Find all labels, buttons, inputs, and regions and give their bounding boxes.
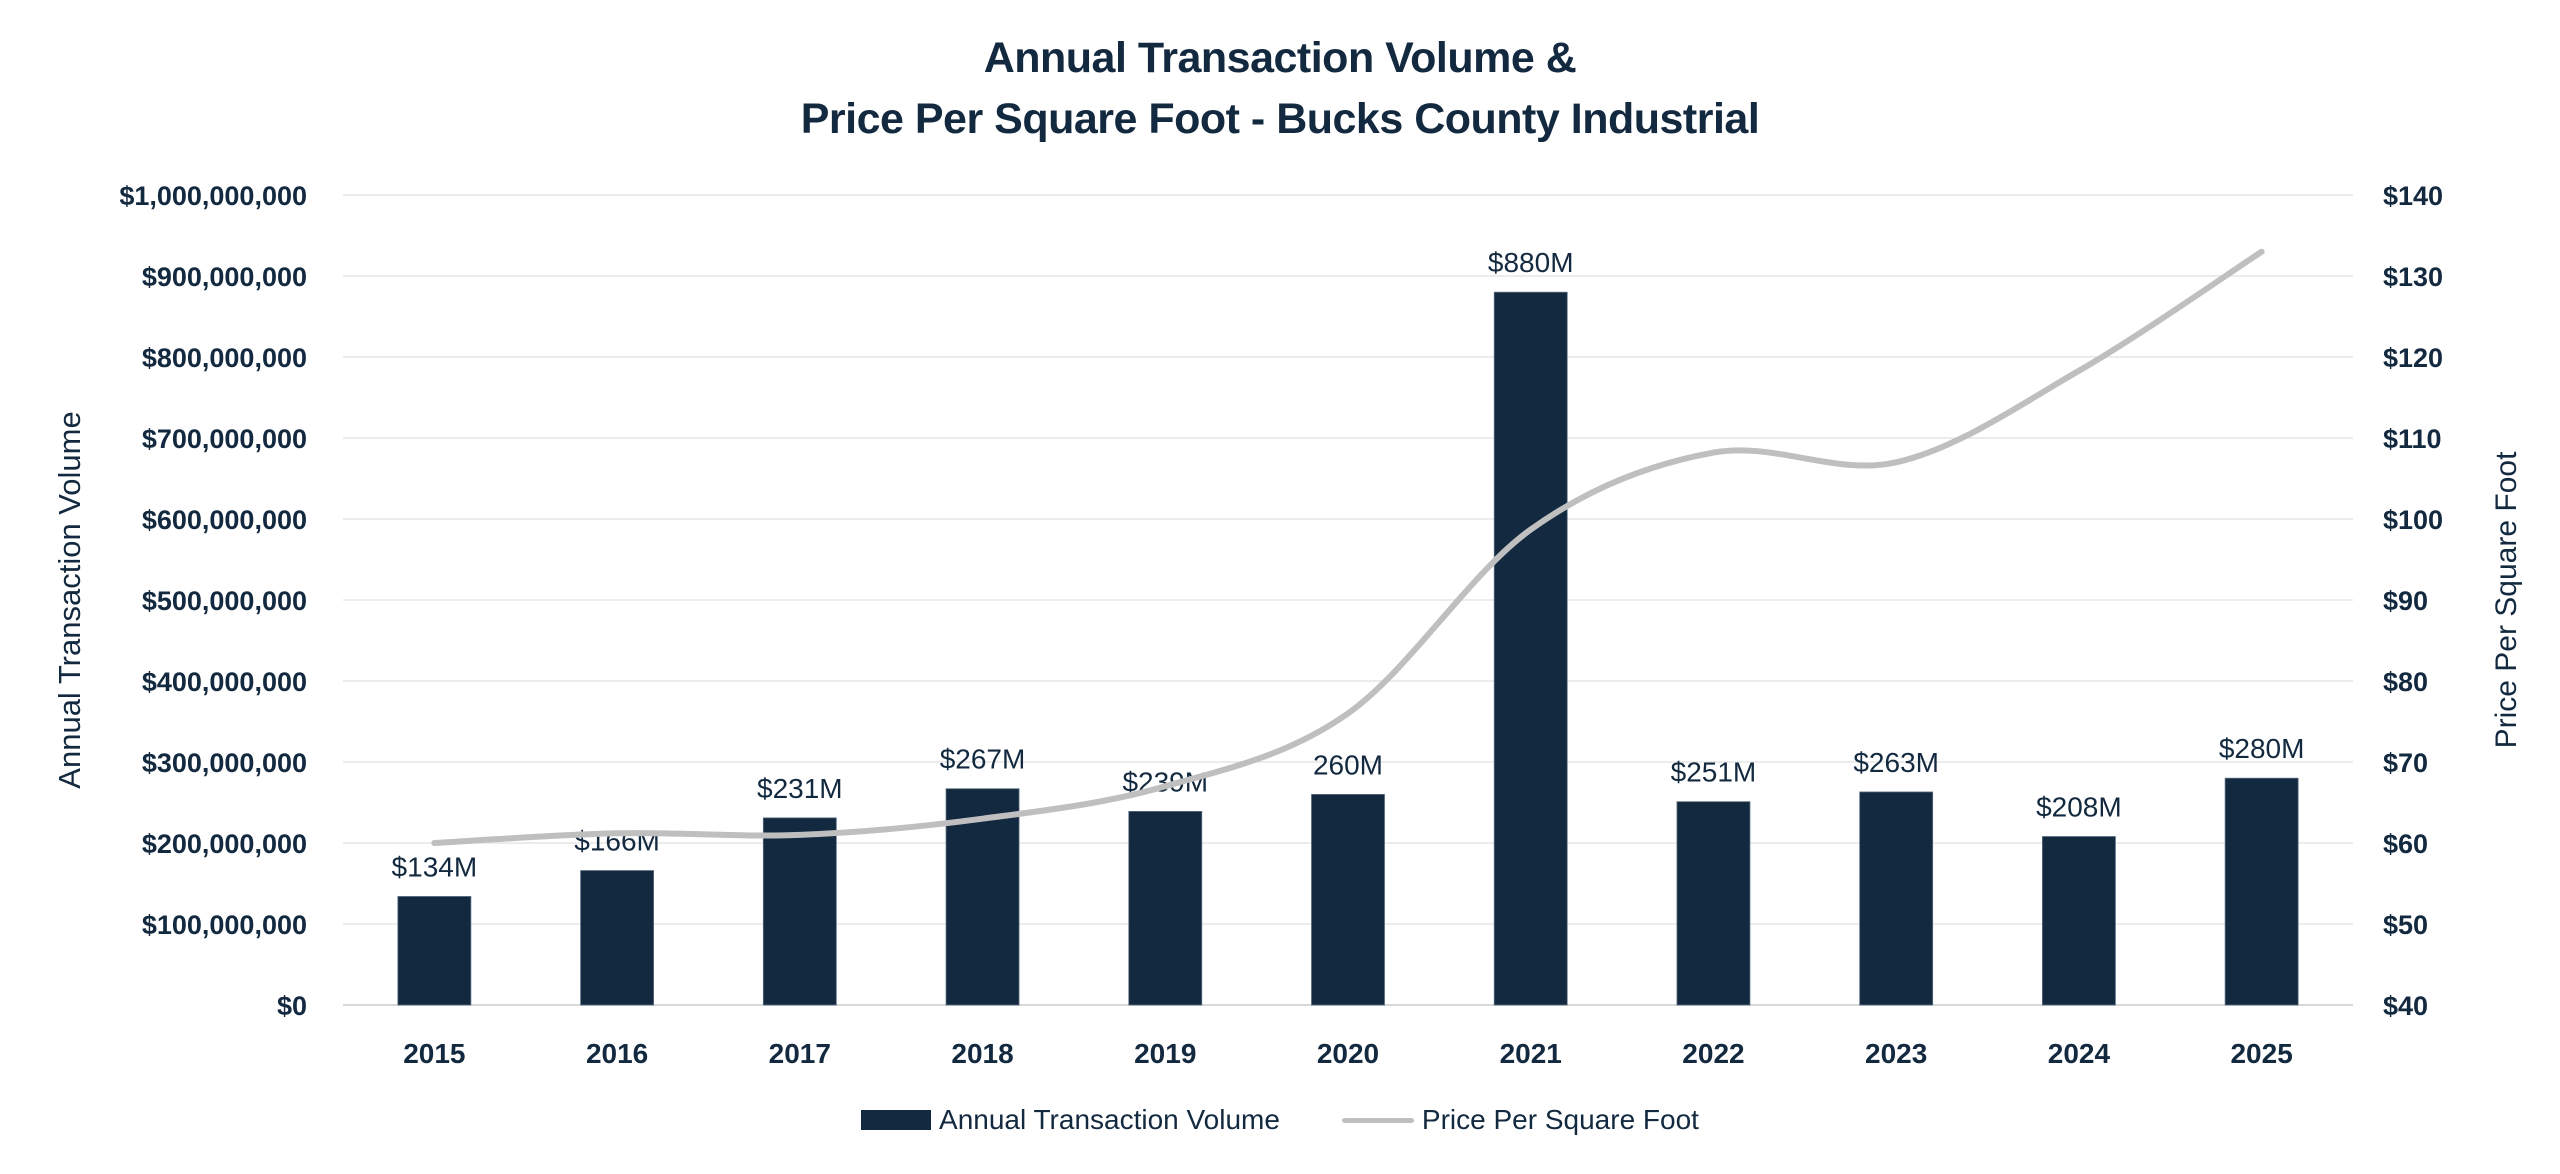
left-tick-label: $0 xyxy=(277,991,307,1021)
bar-2020 xyxy=(1311,794,1385,1006)
x-tick-label: 2020 xyxy=(1317,1038,1379,1069)
x-tick-label: 2023 xyxy=(1865,1038,1927,1069)
left-tick-label: $400,000,000 xyxy=(142,667,307,697)
right-tick-label: $130 xyxy=(2383,262,2443,292)
bar-2025 xyxy=(2224,777,2299,1006)
legend-label-volume: Annual Transaction Volume xyxy=(939,1104,1280,1135)
right-tick-label: $90 xyxy=(2383,586,2428,616)
left-tick-label: $300,000,000 xyxy=(142,748,307,778)
gridlines xyxy=(343,194,2353,1006)
right-tick-label: $100 xyxy=(2383,505,2443,535)
legend-bar-swatch xyxy=(861,1110,932,1130)
chart-title-line-1: Annual Transaction Volume & xyxy=(983,34,1577,82)
x-tick-label: 2015 xyxy=(403,1038,465,1069)
bar-2017 xyxy=(762,817,837,1006)
legend: Annual Transaction Volume Price Per Squa… xyxy=(0,1104,2560,1136)
data-label-2025: $280M xyxy=(2219,733,2305,764)
bar-2022 xyxy=(1676,801,1751,1006)
x-tick-label: 2017 xyxy=(769,1038,831,1069)
right-axis-title: Price Per Square Foot xyxy=(2490,451,2523,748)
bar-2021 xyxy=(1493,291,1568,1006)
left-tick-label: $200,000,000 xyxy=(142,829,307,859)
left-tick-label: $1,000,000,000 xyxy=(119,181,307,211)
right-tick-label: $60 xyxy=(2383,829,2428,859)
left-tick-label: $800,000,000 xyxy=(142,343,307,373)
x-axis-ticks: 2015 2016 2017 2018 2019 2020 2021 2022 2023 2024… xyxy=(403,1038,2293,1069)
legend-line-swatch xyxy=(1341,1117,1414,1123)
left-tick-label: $900,000,000 xyxy=(142,262,307,292)
right-tick-label: $110 xyxy=(2383,424,2442,454)
left-axis-title: Annual Transaction Volume xyxy=(52,411,87,788)
bar-2024 xyxy=(2042,836,2116,1006)
legend-item-psf[interactable]: Price Per Square Foot xyxy=(1341,1104,1699,1136)
x-tick-label: 2021 xyxy=(1500,1038,1562,1069)
bar-2019 xyxy=(1128,811,1203,1006)
x-tick-label: 2022 xyxy=(1682,1038,1744,1069)
data-label-2020: 260M xyxy=(1313,749,1383,780)
right-tick-label: $40 xyxy=(2383,991,2428,1021)
price-per-sqft-line xyxy=(431,248,2265,846)
data-label-2024: $208M xyxy=(2036,792,2122,823)
left-tick-label: $600,000,000 xyxy=(142,505,307,535)
left-tick-label: $500,000,000 xyxy=(142,586,307,616)
left-tick-label: $100,000,000 xyxy=(142,910,307,940)
bar-series xyxy=(397,291,2299,1006)
left-tick-label: $700,000,000 xyxy=(142,424,307,454)
legend-label-psf: Price Per Square Foot xyxy=(1421,1104,1699,1135)
right-tick-label: $70 xyxy=(2383,748,2428,778)
x-tick-label: 2016 xyxy=(586,1038,648,1069)
right-tick-label: $50 xyxy=(2383,910,2428,940)
chart-title-line-2: Price Per Square Foot - Bucks County Ind… xyxy=(800,95,1760,143)
x-tick-label: 2024 xyxy=(2048,1038,2111,1069)
x-tick-label: 2025 xyxy=(2230,1038,2292,1069)
right-axis-ticks: $40 $50 $60 $70 $80 $90 $100 $110 $120 $130 $140 xyxy=(2383,181,2443,1021)
bar-2016 xyxy=(580,870,654,1006)
legend-item-volume[interactable]: Annual Transaction Volume xyxy=(861,1104,1280,1136)
line-series xyxy=(431,248,2265,846)
left-axis-ticks: $0 $100,000,000 $200,000,000 $300,000,000 $4… xyxy=(119,181,307,1021)
data-label-2022: $251M xyxy=(1671,757,1757,788)
bar-2015 xyxy=(397,896,472,1006)
data-label-2021: $880M xyxy=(1488,247,1574,278)
data-label-2015: $134M xyxy=(392,851,478,882)
right-tick-label: $120 xyxy=(2383,343,2443,373)
right-tick-label: $140 xyxy=(2383,181,2443,211)
right-tick-label: $80 xyxy=(2383,667,2428,697)
data-label-2023: $263M xyxy=(1853,747,1939,778)
data-label-2018: $267M xyxy=(940,744,1026,775)
x-tick-label: 2018 xyxy=(951,1038,1013,1069)
x-tick-label: 2019 xyxy=(1134,1038,1196,1069)
data-label-2017: $231M xyxy=(757,773,843,804)
bar-2023 xyxy=(1859,791,1934,1006)
